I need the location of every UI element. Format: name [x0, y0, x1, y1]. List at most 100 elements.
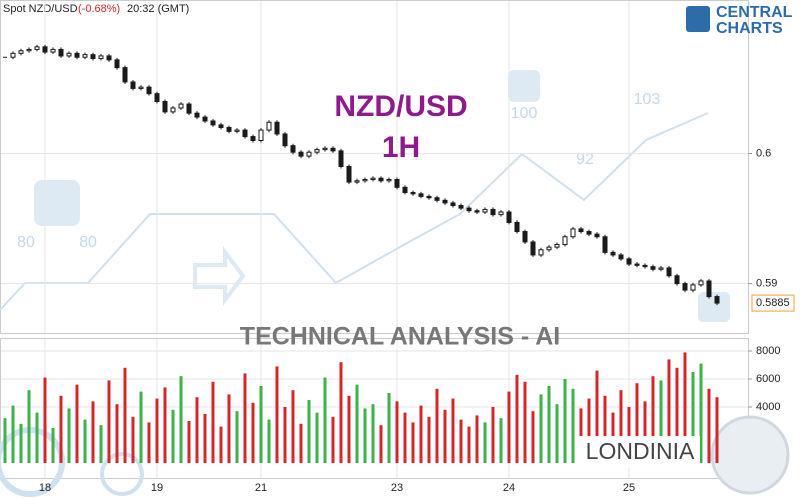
candle [130, 81, 136, 89]
volume-bar [467, 426, 471, 463]
decor-line [0, 112, 709, 311]
candle [506, 211, 512, 223]
candle [226, 126, 232, 132]
volume-bar [619, 390, 623, 463]
volume-bar [595, 370, 599, 463]
candle [698, 280, 704, 286]
candle [210, 120, 216, 126]
candle [338, 150, 344, 167]
volume-bar [123, 367, 127, 463]
candle [626, 258, 632, 265]
candle [42, 46, 48, 53]
candle [266, 121, 272, 131]
volume-bar [187, 421, 191, 463]
volume-bar [411, 422, 415, 463]
volume-bar [643, 401, 647, 463]
volume-bar [443, 409, 447, 463]
volume-bar [291, 390, 295, 463]
x-tick-label: 19 [151, 482, 163, 494]
candle [666, 267, 672, 277]
y-tick-label: 0.6 [756, 147, 771, 159]
candle [34, 46, 40, 50]
volume-bar [379, 425, 383, 463]
brand-logo [686, 6, 710, 32]
x-tick-label: 21 [255, 482, 267, 494]
volume-bar [219, 426, 223, 463]
candle [466, 207, 472, 212]
volume-bar [683, 352, 687, 463]
volume-bar [339, 362, 343, 463]
volume-bar [667, 359, 671, 463]
candle [402, 186, 408, 194]
candle [490, 208, 496, 216]
candle [514, 221, 520, 233]
candle [482, 208, 488, 213]
candle [138, 86, 144, 89]
volume-bar [195, 397, 199, 463]
volume-bar [571, 388, 575, 463]
candle [98, 55, 104, 60]
volume-bar [507, 391, 511, 463]
avatar [710, 415, 790, 495]
volume-bar [451, 398, 455, 463]
volume-bar [155, 398, 159, 463]
volume-bar [171, 409, 175, 463]
volume-bar [371, 404, 375, 463]
candle [690, 284, 696, 291]
decor-icon [698, 292, 730, 322]
candle [674, 275, 680, 285]
candle [570, 228, 576, 238]
volume-bar [115, 404, 119, 463]
candle [498, 211, 504, 216]
candle [586, 231, 592, 235]
y-tick-label: 8000 [756, 345, 780, 357]
candle [258, 129, 264, 141]
brand-line: CHARTS [716, 20, 783, 37]
watermark-score: 80 [79, 234, 97, 251]
volume-bar [347, 395, 351, 463]
volume-bar [267, 419, 271, 463]
y-tick-label: 0.59 [756, 277, 777, 289]
candle [370, 177, 376, 181]
volume-bar [83, 419, 87, 463]
decor-circle [100, 452, 144, 496]
volume-bar [11, 405, 15, 463]
volume-bar [603, 395, 607, 463]
candle [554, 244, 560, 248]
volume-bar [179, 376, 183, 463]
volume-bar [627, 407, 631, 463]
volume-bar [363, 408, 367, 463]
price-pane [0, 0, 749, 334]
volume-bar [691, 372, 695, 463]
candle [618, 254, 624, 260]
volume-bar [99, 425, 103, 463]
candle [50, 48, 56, 53]
candle [634, 263, 640, 266]
volume-bar [299, 423, 303, 463]
symbol: Spot NZD/USD [3, 3, 78, 15]
volume-bar [427, 416, 431, 463]
volume-bar [675, 367, 679, 463]
volume-bar [579, 408, 583, 463]
candle [546, 246, 552, 251]
candle [66, 52, 72, 57]
candle [394, 179, 400, 188]
volume-bar [491, 407, 495, 463]
volume-bar [107, 380, 111, 463]
candle [218, 124, 224, 128]
volume-bar [587, 398, 591, 463]
y-tick-label: 6000 [756, 373, 780, 385]
volume-bar [307, 400, 311, 463]
volume-bar [43, 377, 47, 463]
volume-bar [75, 384, 79, 463]
volume-bar [459, 419, 463, 463]
y-tick-label: 4000 [756, 401, 780, 413]
volume-bar [323, 377, 327, 463]
volume-bar [27, 390, 31, 463]
x-tick-label: 18 [39, 482, 51, 494]
volume-bar [51, 428, 55, 463]
volume-bar [547, 386, 551, 463]
volume-pane [0, 338, 749, 479]
candle [362, 179, 368, 182]
